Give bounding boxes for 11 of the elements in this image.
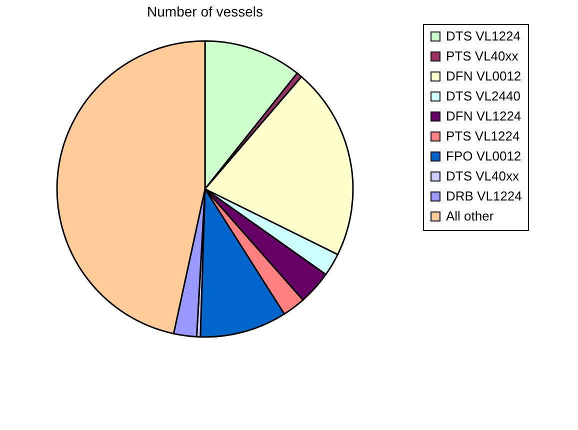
chart-title: Number of vessels: [147, 4, 263, 20]
legend-label: PTS VL40xx: [446, 48, 519, 64]
legend-label: DRB VL1224: [446, 188, 522, 204]
legend-label: PTS VL1224: [446, 128, 520, 144]
legend-label: DTS VL40xx: [446, 168, 520, 184]
legend-label: DFN VL1224: [446, 108, 522, 124]
legend-label: DTS VL1224: [446, 28, 520, 44]
legend-label: DTS VL2440: [446, 88, 520, 104]
legend-label: DFN VL0012: [446, 68, 522, 84]
legend-label: FPO VL0012: [446, 148, 522, 164]
legend-label: All other: [446, 208, 494, 224]
